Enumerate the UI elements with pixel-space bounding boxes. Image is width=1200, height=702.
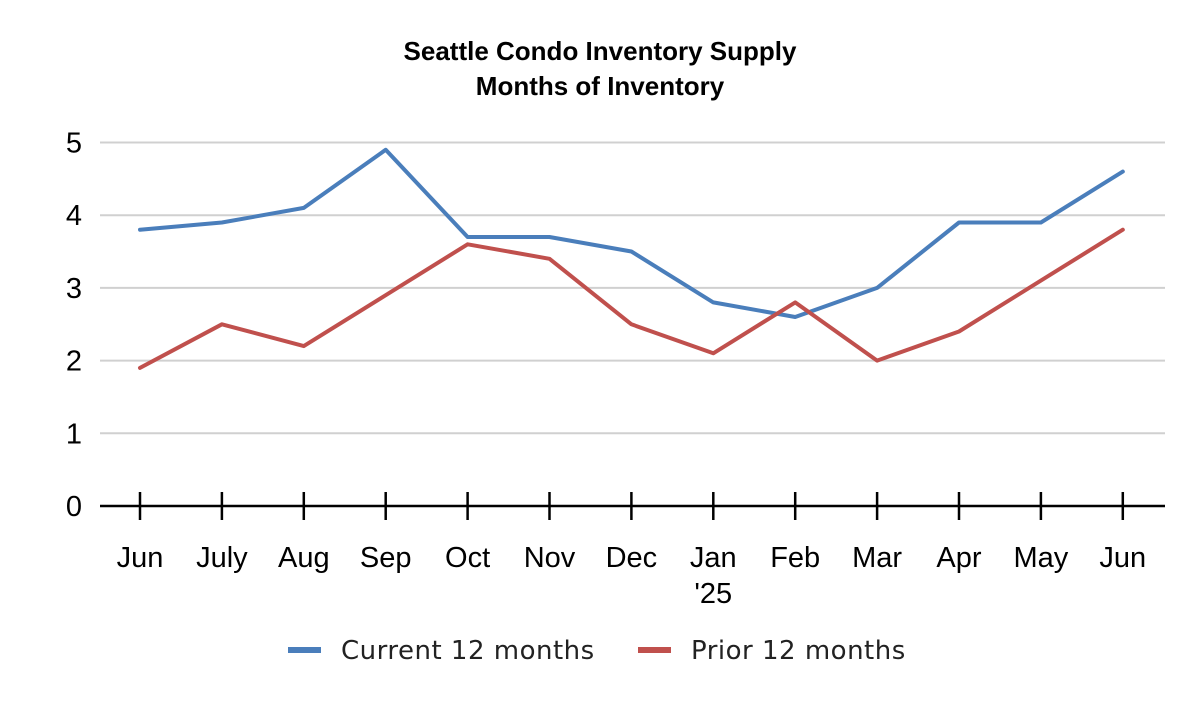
data-point	[139, 367, 141, 369]
y-tick-label: 4	[66, 200, 82, 232]
y-tick-label: 1	[66, 418, 82, 450]
x-tick-label: Jan	[690, 542, 737, 574]
x-tick-label: Nov	[524, 542, 576, 574]
x-axis: Jun July Aug Sep Oct Nov Dec Jan '25 Feb Mar Apr May…	[100, 492, 1165, 610]
data-point	[549, 258, 550, 260]
data-point	[794, 316, 796, 318]
gridlines	[100, 141, 1165, 435]
legend-label: Current 12 months	[341, 636, 595, 666]
x-tick-label: Mar	[852, 542, 902, 574]
data-point	[467, 236, 469, 238]
legend-item-2: Prior 12 months	[638, 636, 906, 666]
x-tick-label: May	[1014, 542, 1069, 574]
y-tick-label: 5	[66, 128, 82, 160]
y-axis-ticks: 0 1 2 3 4 5	[66, 128, 82, 524]
chart-title: Seattle Condo Inventory Supply	[404, 36, 797, 66]
data-point	[1040, 280, 1042, 282]
x-tick-label: Dec	[606, 542, 658, 574]
y-tick-label: 2	[66, 346, 82, 378]
x-tick-label: July	[196, 542, 248, 574]
data-point	[385, 294, 387, 296]
data-point	[630, 323, 632, 325]
x-tick-label: Feb	[770, 542, 820, 574]
x-tick-label: Jun	[117, 542, 164, 574]
data-point	[712, 301, 714, 303]
x-tick-label: '25	[694, 578, 732, 610]
data-point	[139, 229, 141, 231]
legend-label: Prior 12 months	[691, 636, 906, 666]
data-point	[467, 243, 469, 245]
data-point	[221, 221, 223, 223]
data-point	[385, 149, 387, 151]
legend-item-1: Current 12 months	[288, 636, 595, 666]
data-point	[303, 345, 305, 347]
data-point	[876, 360, 878, 362]
series-line-1	[138, 147, 1125, 319]
data-point	[794, 301, 796, 303]
chart-subtitle: Months of Inventory	[476, 71, 725, 101]
data-point	[303, 207, 305, 209]
data-point	[1122, 171, 1124, 173]
data-point	[1122, 229, 1124, 231]
x-tick-label: Jun	[1099, 542, 1146, 574]
x-tick-label: Oct	[445, 542, 490, 574]
series-lines	[138, 147, 1125, 370]
data-point	[1040, 221, 1042, 223]
data-point	[549, 236, 550, 238]
data-point	[712, 352, 714, 354]
data-point	[876, 287, 878, 289]
data-point	[221, 323, 223, 325]
x-tick-label: Aug	[278, 542, 330, 574]
y-tick-label: 3	[66, 273, 82, 305]
y-tick-label: 0	[66, 491, 82, 523]
data-point	[958, 331, 960, 333]
data-point	[630, 251, 632, 253]
data-point	[958, 221, 960, 223]
x-tick-label: Apr	[936, 542, 981, 574]
legend: Current 12 months Prior 12 months	[288, 636, 906, 666]
x-tick-label: Sep	[360, 542, 412, 574]
